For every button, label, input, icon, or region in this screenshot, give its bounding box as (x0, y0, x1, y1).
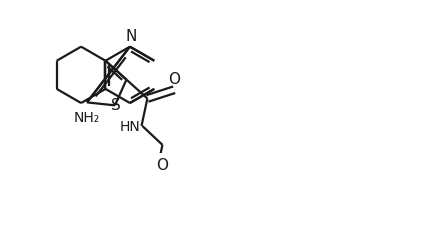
Text: N: N (125, 29, 137, 44)
Text: HN: HN (120, 119, 141, 133)
Text: NH₂: NH₂ (74, 110, 100, 124)
Text: S: S (111, 98, 121, 112)
Text: O: O (156, 157, 168, 172)
Text: O: O (168, 72, 180, 87)
